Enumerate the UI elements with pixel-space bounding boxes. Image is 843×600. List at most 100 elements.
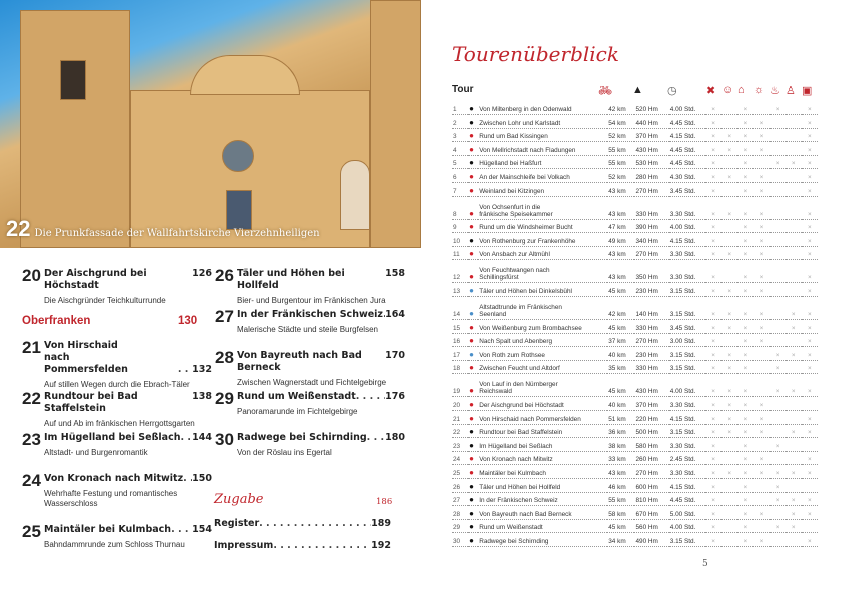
elevation: 280 Hm (634, 168, 669, 184)
feature-mark: × (801, 333, 818, 348)
elevation: 330 Hm (634, 319, 669, 334)
feature-mark (769, 282, 786, 298)
tour-number: 27 (452, 492, 469, 507)
toc-entry-page: 158 (385, 268, 405, 279)
feature-mark (785, 232, 802, 247)
tour-number: 12 (452, 259, 469, 284)
feature-mark: × (705, 282, 722, 298)
distance: 55 km (607, 141, 635, 156)
distance: 43 km (607, 246, 635, 261)
feature-mark (785, 410, 802, 425)
tour-number: 3 (452, 128, 469, 143)
impressum-page: 192 (371, 540, 391, 551)
tour-overview-table: 1 ● Von Miltenberg in den Odenwald 42 km 520… (452, 101, 818, 547)
distance: 40 km (607, 346, 635, 361)
distance: 38 km (607, 437, 635, 452)
distance: 51 km (607, 410, 635, 425)
feature-mark: × (753, 532, 770, 547)
feature-mark: × (737, 282, 754, 298)
impressum-label: Impressum (214, 540, 274, 551)
feature-mark (753, 360, 770, 375)
feature-mark: × (705, 114, 722, 129)
feature-mark: × (753, 168, 770, 184)
feature-mark: × (705, 373, 722, 398)
tour-name: Täler und Höhen bei Hollfeld (478, 478, 608, 493)
tour-name: Nach Spalt und Abenberg (478, 333, 608, 348)
toc-entry-number: 28 (215, 348, 234, 367)
difficulty-dot: ● (468, 478, 479, 493)
tour-name: Von Mellrichstadt nach Fladungen (478, 141, 608, 156)
tour-column-header: Tour (452, 84, 474, 95)
feature-mark: × (753, 259, 770, 284)
toc-entry-title: Von Bayreuth nach Bad Berneck (237, 350, 362, 373)
feature-mark (721, 155, 738, 170)
toc-impressum[interactable]: Impressum 192 (214, 540, 391, 552)
tour-name: Im Hügelland bei Seßlach (478, 437, 608, 452)
feature-mark: × (737, 232, 754, 247)
feature-mark: × (737, 155, 754, 170)
feature-mark: × (801, 505, 818, 520)
feature-mark: × (801, 259, 818, 284)
toc-entry-subtitle: Bier- und Burgentour im Fränkischen Jura (237, 296, 386, 305)
distance: 43 km (607, 182, 635, 197)
feature-mark: × (705, 360, 722, 375)
toc-entry-page: 154 (192, 524, 212, 535)
tour-name: Von Rothenburg zur Frankenhöhe (478, 232, 608, 247)
feature-mark: × (801, 532, 818, 547)
table-row: 30 ● Radwege bei Schirnding 34 km 490 Hm 3.15… (452, 532, 818, 547)
feature-mark (721, 532, 738, 547)
distance: 43 km (607, 196, 635, 220)
feature-mark (769, 319, 786, 334)
tour-number: 28 (452, 505, 469, 520)
distance: 42 km (607, 101, 635, 116)
tour-name: Zwischen Lohr und Karlstadt (478, 114, 608, 129)
feature-mark: × (753, 464, 770, 479)
feature-mark: × (737, 101, 754, 116)
toc-register[interactable]: Register 189 (214, 518, 391, 530)
toc-entry[interactable]: 28 Von Bayreuth nach Bad Berneck 170 Zwisch… (215, 348, 405, 388)
feature-mark: × (721, 246, 738, 261)
tour-name: Von Roth zum Rothsee (478, 346, 608, 361)
feature-mark (785, 168, 802, 184)
feature-mark: × (785, 373, 802, 398)
table-row: 6 ● An der Mainschleife bei Volkach 52 km 28… (452, 168, 818, 184)
difficulty-dot: ● (468, 282, 479, 298)
feature-mark (785, 196, 802, 220)
tour-number: 10 (452, 232, 469, 247)
feature-mark: × (753, 451, 770, 466)
toc-entry[interactable]: 26 Täler und Höhen bei Hollfeld 158 Bier- u… (215, 266, 405, 306)
feature-mark: × (737, 451, 754, 466)
difficulty-dot: ● (468, 196, 479, 220)
feature-mark: × (769, 437, 786, 452)
elevation: 140 Hm (634, 296, 669, 321)
feature-mark: × (785, 464, 802, 479)
feature-mark: × (737, 182, 754, 197)
toc-entry-number: 21 (22, 338, 41, 357)
feature-mark: × (737, 492, 754, 507)
feature-mark: × (737, 333, 754, 348)
duration: 2.45 Std. (668, 451, 706, 466)
feature-mark (801, 478, 818, 493)
distance: 43 km (607, 259, 635, 284)
feature-mark: × (705, 259, 722, 284)
toc-entry[interactable]: 20 Der Aischgrund bei Höchstadt 126 Die Ais… (22, 266, 212, 306)
tour-number: 2 (452, 114, 469, 129)
feature-mark (785, 128, 802, 143)
duration: 3.30 Std. (668, 464, 706, 479)
feature-mark: × (753, 182, 770, 197)
feature-mark: × (801, 182, 818, 197)
feature-mark (785, 282, 802, 298)
distance: 58 km (607, 505, 635, 520)
church-photo: 22 Die Prunkfassade der Wallfahrtskirche… (0, 0, 421, 248)
difficulty-dot: ● (468, 410, 479, 425)
feature-mark: × (753, 232, 770, 247)
tour-name: An der Mainschleife bei Volkach (478, 168, 608, 184)
toc-entry[interactable]: 22 Rundtour bei Bad Staffelstein 138 Auf un… (22, 389, 212, 429)
